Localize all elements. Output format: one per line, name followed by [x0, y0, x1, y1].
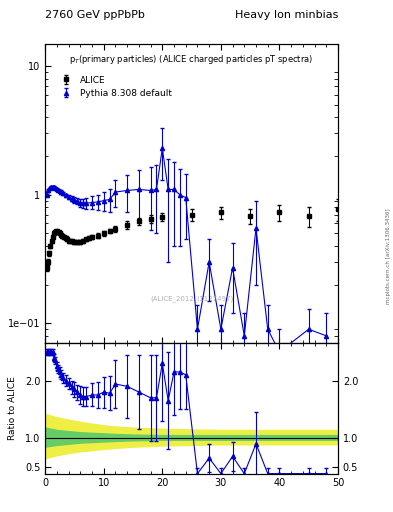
- Text: 2760 GeV ppPbPb: 2760 GeV ppPbPb: [45, 10, 145, 20]
- Legend: ALICE, Pythia 8.308 default: ALICE, Pythia 8.308 default: [55, 72, 176, 102]
- Text: Heavy Ion minbias: Heavy Ion minbias: [235, 10, 338, 20]
- Y-axis label: Ratio to ALICE: Ratio to ALICE: [8, 376, 17, 440]
- Text: p$_T$(primary particles) (ALICE charged particles pT spectra): p$_T$(primary particles) (ALICE charged …: [70, 53, 314, 66]
- Text: mcplots.cern.ch [arXiv:1306.3436]: mcplots.cern.ch [arXiv:1306.3436]: [386, 208, 391, 304]
- Text: (ALICE_2012_I1127497): (ALICE_2012_I1127497): [150, 295, 233, 302]
